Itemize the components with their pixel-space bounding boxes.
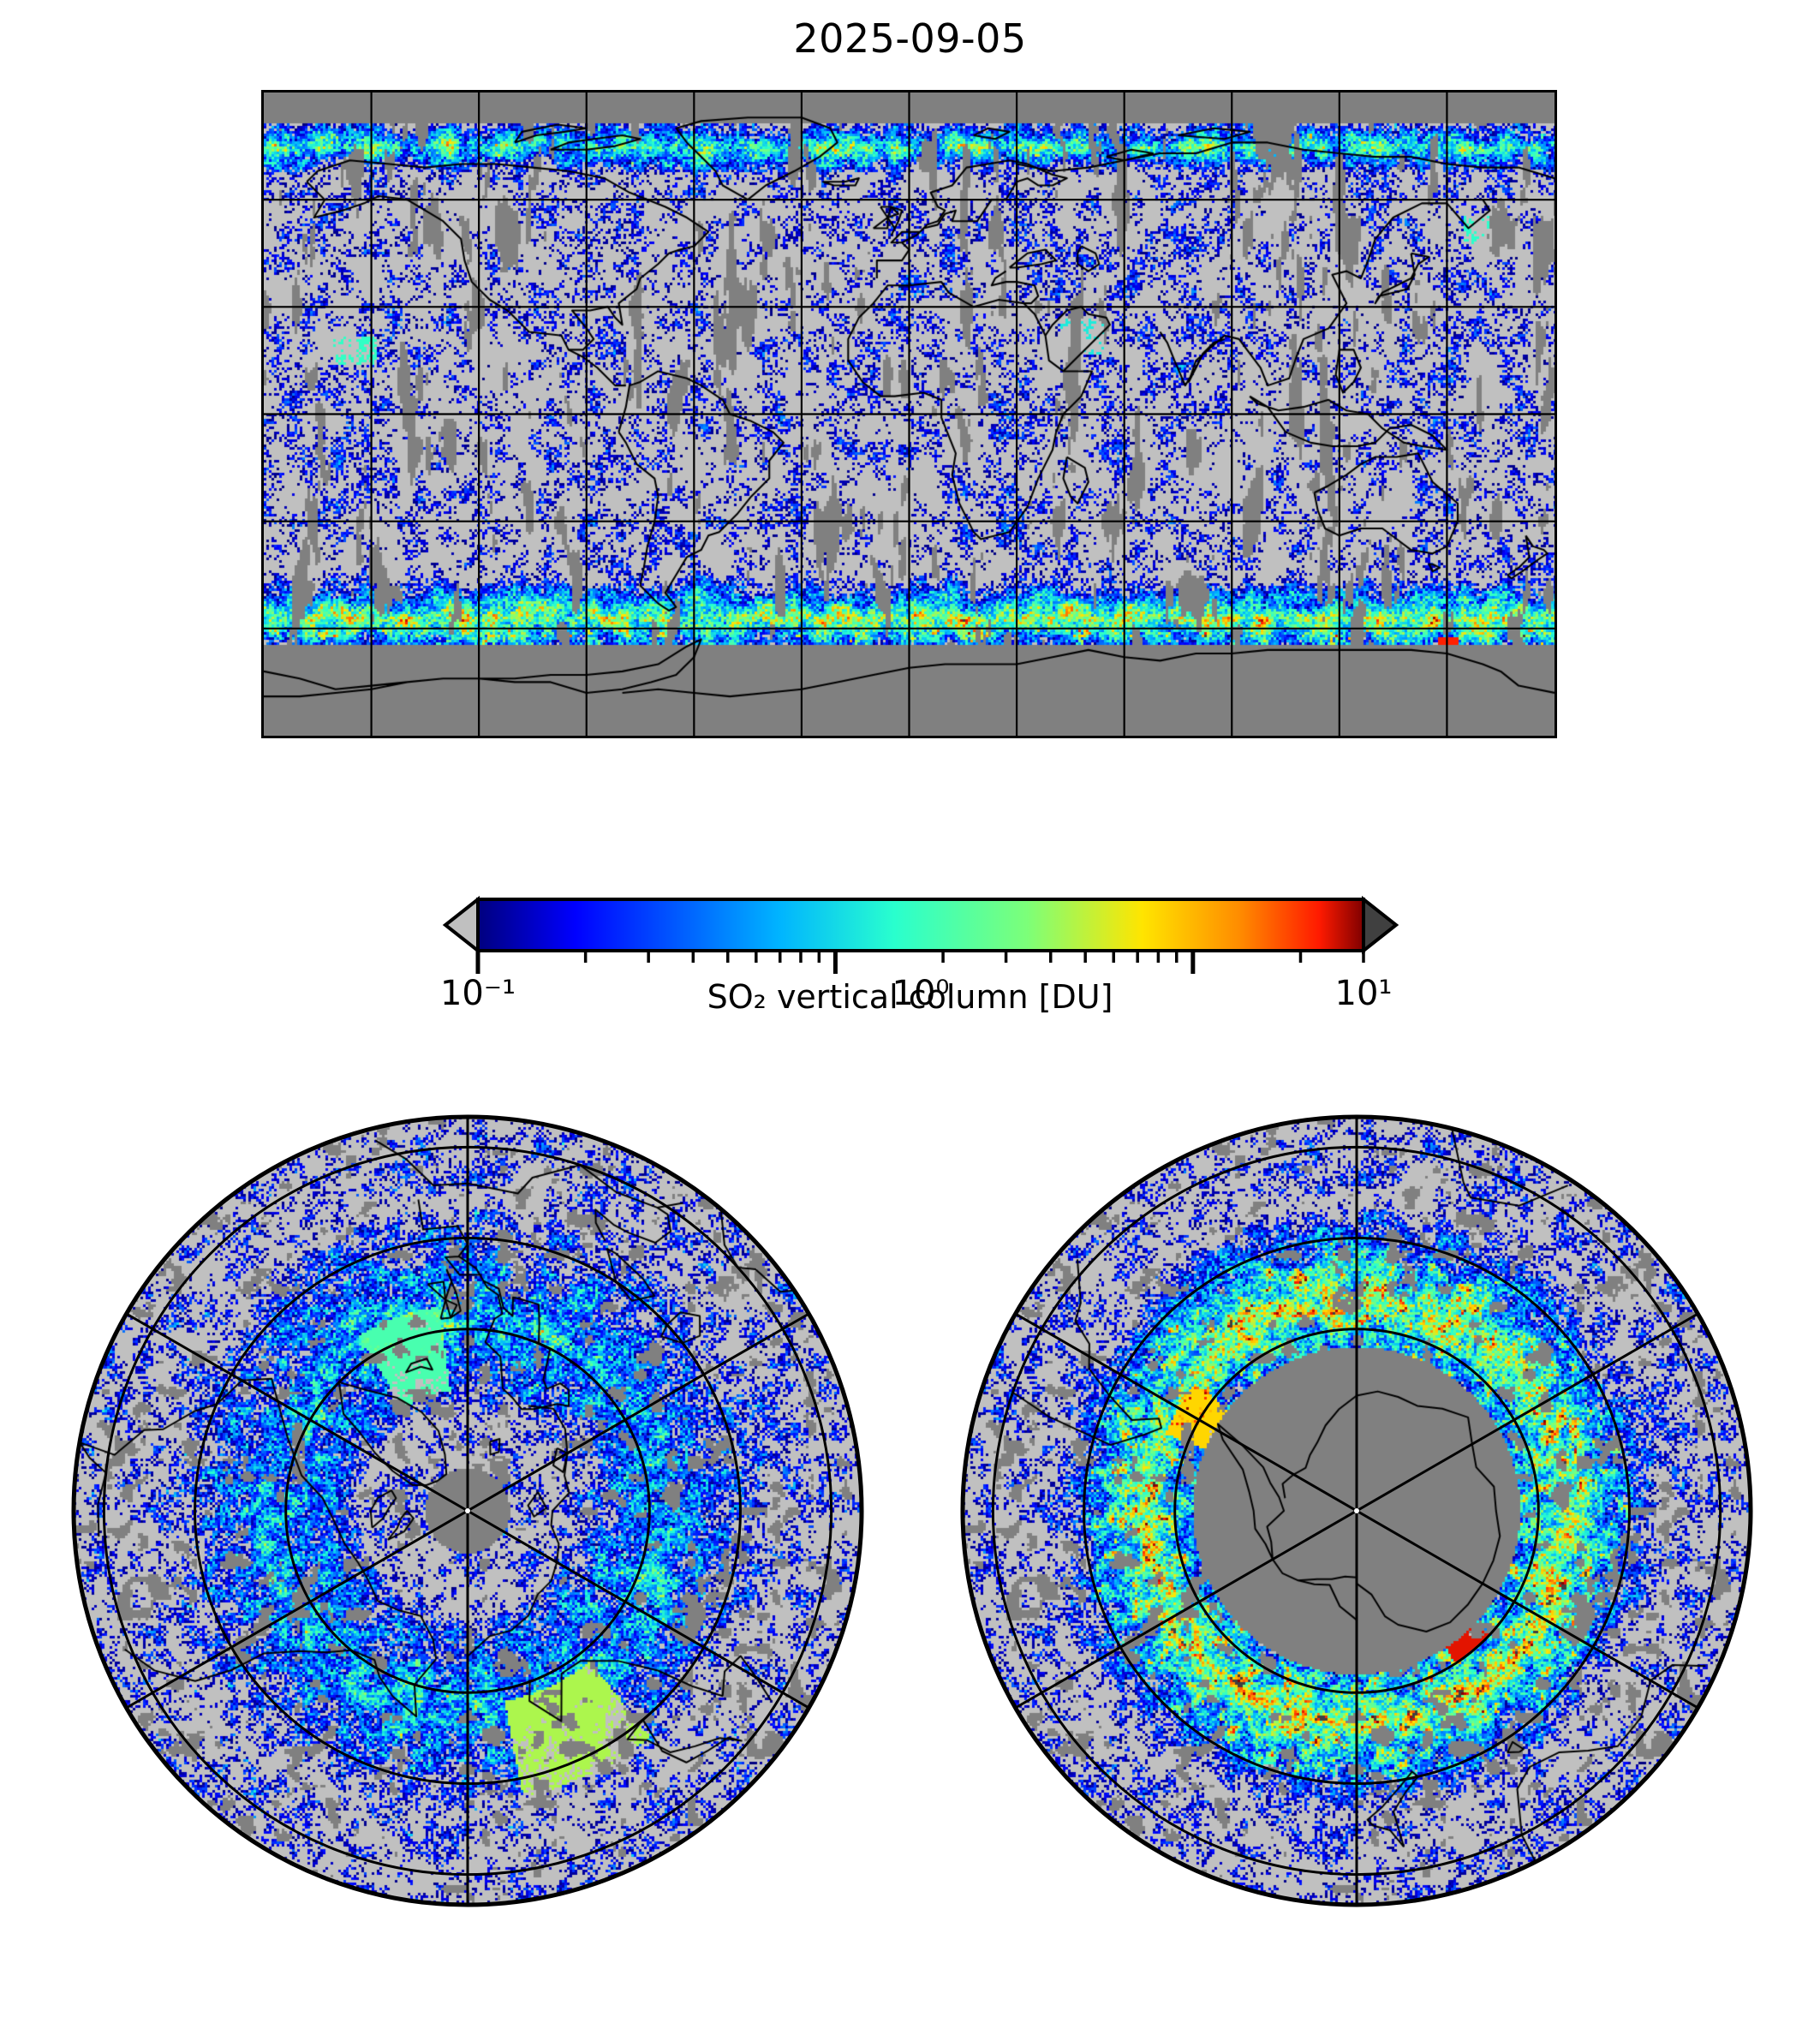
polar-north-svg bbox=[71, 1114, 864, 1907]
global-map-panel[interactable] bbox=[261, 90, 1557, 738]
triangle-right-icon bbox=[1362, 895, 1399, 955]
colorbar-svg: 10⁻¹ 10⁰ 10¹ bbox=[440, 895, 1399, 1013]
colorbar-tick-label-2: 10¹ bbox=[1335, 974, 1393, 1013]
triangle-left-icon bbox=[442, 895, 480, 955]
colorbar-gradient bbox=[476, 898, 1365, 952]
polar-south-svg bbox=[960, 1114, 1753, 1907]
colorbar-axis-label: SO₂ vertical column [DU] bbox=[707, 978, 1113, 1016]
polar-south-border bbox=[960, 1114, 1753, 1907]
polar-south-graticule bbox=[991, 1117, 1722, 1905]
polar-north-border bbox=[71, 1114, 864, 1907]
polar-north-graticule bbox=[102, 1117, 833, 1905]
polar-south-panel[interactable] bbox=[959, 1113, 1754, 1908]
colorbar-ticks bbox=[475, 951, 1365, 974]
polar-north-panel[interactable] bbox=[70, 1113, 865, 1908]
global-map-raster bbox=[264, 92, 1554, 736]
colorbar-tick-label-0: 10⁻¹ bbox=[440, 974, 516, 1013]
page-title: 2025-09-05 bbox=[793, 15, 1027, 62]
colorbar-tick-label-1: 10⁰ bbox=[892, 974, 950, 1013]
colorbar[interactable]: 10⁻¹ 10⁰ 10¹ bbox=[394, 861, 1422, 1041]
